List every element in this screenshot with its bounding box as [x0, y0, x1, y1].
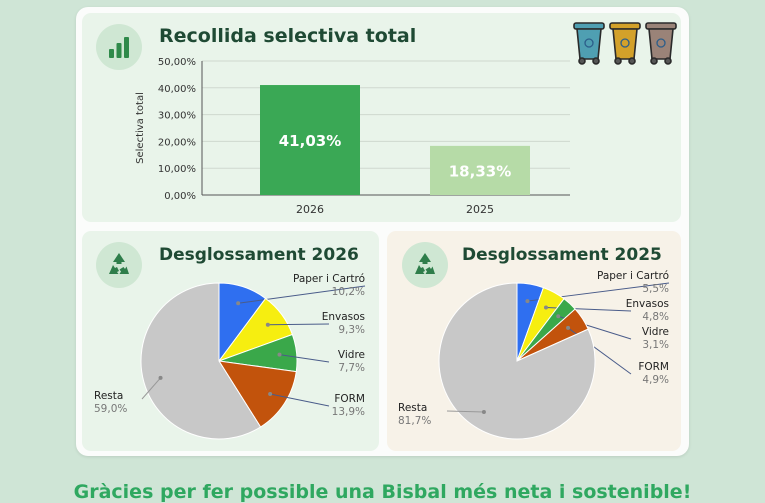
bar-value-label: 41,03%: [279, 132, 341, 150]
slice-value-label: 81,7%: [398, 415, 431, 427]
leader-dot: [543, 305, 548, 310]
leader-dot: [268, 391, 273, 396]
recycle-icon: [96, 242, 142, 288]
leader-dot: [481, 410, 486, 415]
x-tick-label: 2026: [296, 203, 324, 216]
pie-2025-title: Desglossament 2025: [462, 245, 662, 265]
bar-chart: 0,00% 10,00% 20,00% 30,00% 40,00% 50,00% Selec…: [135, 57, 570, 216]
slice-label: Vidre: [642, 326, 669, 338]
leader-dot: [525, 299, 530, 304]
leader-line: [267, 323, 330, 326]
leader-dot: [158, 375, 163, 380]
slice-value-label: 4,9%: [642, 374, 669, 386]
slice-value-label: 13,9%: [332, 406, 365, 418]
slice-label: Resta: [94, 390, 123, 402]
bar-2026: [260, 85, 360, 195]
bar-chart-icon: [96, 24, 142, 70]
slice-value-label: 5,5%: [642, 283, 669, 295]
slice-value-label: 3,1%: [642, 339, 669, 351]
leader-line: [279, 354, 330, 363]
y-tick-label: 10,00%: [158, 164, 196, 175]
pie-slice-resta: [438, 282, 596, 440]
bar-2025: [430, 145, 530, 195]
slice-value-label: 7,7%: [338, 362, 365, 374]
leader-dot: [265, 322, 270, 327]
leader-dot: [556, 314, 561, 319]
y-tick-label: 40,00%: [158, 84, 196, 95]
footer-message: Gràcies per fer possible una Bisbal més …: [73, 481, 692, 503]
leader-dot: [277, 352, 282, 357]
slice-value-label: 4,8%: [642, 311, 669, 323]
recycle-icon: [402, 242, 448, 288]
leader-dot: [566, 325, 571, 330]
slice-label: Vidre: [338, 349, 365, 361]
recycling-bins-icon: [573, 22, 677, 65]
y-tick-label: 50,00%: [158, 57, 196, 68]
y-tick-label: 20,00%: [158, 137, 196, 148]
y-tick-label: 30,00%: [158, 111, 196, 122]
slice-value-label: 59,0%: [94, 403, 127, 415]
leader-line: [238, 285, 366, 304]
leader-line: [141, 377, 161, 400]
leader-line: [270, 393, 330, 407]
bar-chart-title: Recollida selectiva total: [159, 25, 417, 47]
x-tick-label: 2025: [466, 203, 494, 216]
y-tick-label: 0,00%: [164, 191, 196, 202]
slice-label: Paper i Cartró: [597, 270, 669, 282]
pie-slice-form: [218, 360, 297, 428]
slice-label: Resta: [398, 402, 427, 414]
slice-value-label: 10,2%: [332, 286, 365, 298]
slice-label: Envasos: [322, 311, 365, 323]
slice-label: Envasos: [626, 298, 669, 310]
slice-value-label: 9,3%: [338, 324, 365, 336]
slice-label: FORM: [638, 361, 669, 373]
slice-label: FORM: [334, 393, 365, 405]
leader-dot: [236, 301, 241, 306]
bar-value-label: 18,33%: [449, 162, 511, 180]
y-axis-label: Selectiva total: [135, 92, 146, 164]
slice-label: Paper i Cartró: [293, 273, 365, 285]
pie-slice-resta: [140, 282, 262, 440]
pie-2026-title: Desglossament 2026: [159, 245, 359, 265]
leader-line: [446, 410, 484, 413]
